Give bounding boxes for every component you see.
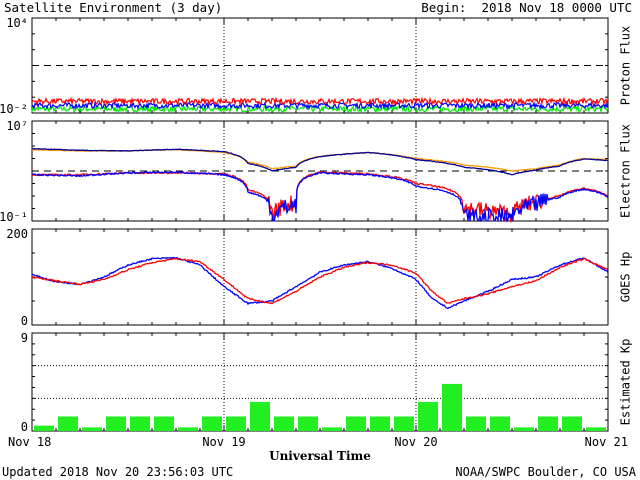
kp-bar xyxy=(490,416,510,431)
electron-series-navy xyxy=(31,147,608,176)
kp-bar xyxy=(370,416,390,431)
x-tick-label: Nov 18 xyxy=(8,435,51,449)
kp-bar xyxy=(466,416,486,431)
chart-title: Satellite Environment (3 day) xyxy=(4,0,223,15)
kp-bar xyxy=(250,401,270,431)
goes-hp-series-blue xyxy=(31,256,609,310)
kp-bar xyxy=(298,416,318,431)
proton-series-blue xyxy=(31,100,609,111)
x-axis-label: Universal Time xyxy=(269,449,371,463)
updated-timestamp: Updated 2018 Nov 20 23:56:03 UTC xyxy=(2,465,234,479)
panel-label-electron: Electron Flux xyxy=(619,124,633,218)
kp-bar xyxy=(274,416,294,431)
kp-bar xyxy=(226,416,246,431)
kp-bar xyxy=(418,401,438,431)
kp-bar xyxy=(178,427,198,431)
panel-label-kp: Estimated Kp xyxy=(619,339,633,426)
y-tick-label: 0 xyxy=(21,314,28,328)
kp-bar xyxy=(130,416,150,431)
kp-bar xyxy=(82,427,102,431)
kp-bar xyxy=(394,416,414,431)
kp-bar xyxy=(154,416,174,431)
panel-frame-kp xyxy=(31,332,609,432)
y-tick-label: 10⁻² xyxy=(0,102,28,116)
kp-bar xyxy=(58,416,78,431)
kp-bar xyxy=(34,425,54,431)
y-tick-label: 10⁴ xyxy=(6,16,28,30)
y-tick-label: 10⁷ xyxy=(6,119,28,133)
begin-timestamp: Begin: 2018 Nov 18 0000 UTC xyxy=(421,0,632,15)
kp-bar xyxy=(346,416,366,431)
panel-label-proton: Proton Flux xyxy=(619,26,633,105)
kp-bar xyxy=(322,427,342,431)
x-tick-label: Nov 21 xyxy=(585,435,628,449)
credit-line: NOAA/SWPC Boulder, CO USA xyxy=(455,465,636,479)
y-tick-label: 200 xyxy=(6,227,28,241)
electron-series-orange xyxy=(31,148,609,172)
kp-bar xyxy=(514,427,534,431)
panel-label-goes-hp: GOES Hp xyxy=(619,252,633,303)
y-tick-label: 0 xyxy=(21,420,28,434)
goes-hp-series-red xyxy=(31,257,609,305)
kp-bar xyxy=(202,416,222,431)
kp-bar xyxy=(442,383,462,431)
kp-bar xyxy=(586,427,606,431)
y-tick-label: 10⁻¹ xyxy=(0,210,28,224)
kp-bar xyxy=(538,416,558,431)
electron-series-red xyxy=(31,170,609,224)
x-tick-label: Nov 19 xyxy=(202,435,245,449)
x-tick-label: Nov 20 xyxy=(394,435,437,449)
proton-series-red xyxy=(31,96,609,107)
electron-series-blue xyxy=(31,170,609,223)
kp-bar xyxy=(106,416,126,431)
kp-bar xyxy=(562,416,582,431)
y-tick-label: 9 xyxy=(21,331,28,345)
